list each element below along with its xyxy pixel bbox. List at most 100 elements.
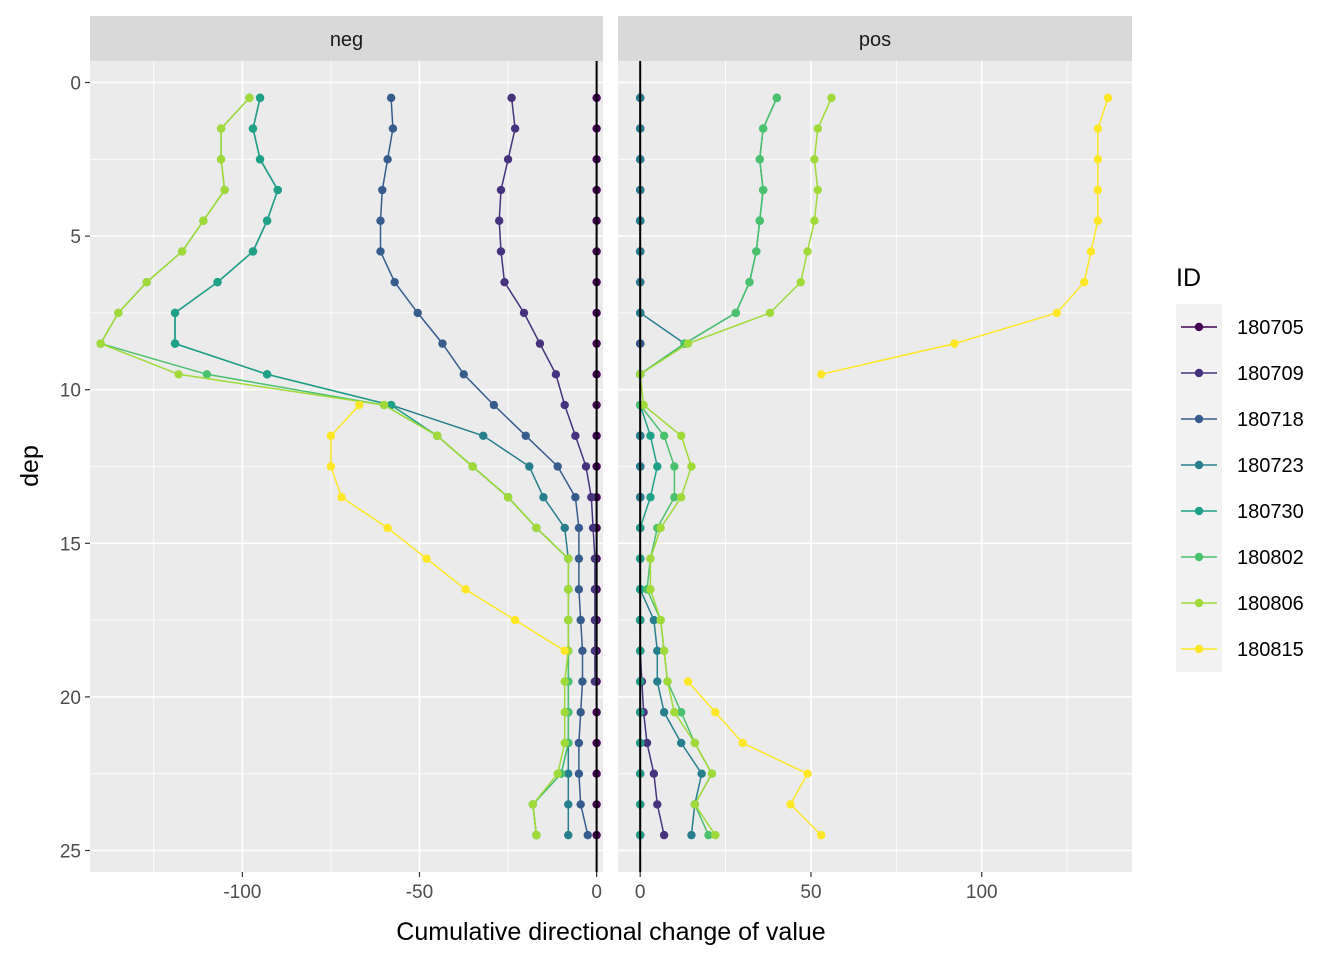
x-tick-label: 50 [800, 882, 821, 903]
data-point-180723 [697, 769, 706, 778]
data-point-180709 [590, 554, 600, 563]
data-point-180815 [422, 554, 431, 563]
data-point-180815 [817, 830, 826, 840]
legend-label-180709: 180709 [1237, 363, 1304, 385]
x-tick-label: 100 [966, 882, 998, 903]
data-point-180709 [571, 431, 580, 440]
data-point-180815 [738, 738, 747, 748]
data-point-180718 [571, 493, 580, 502]
data-point-180718 [390, 277, 399, 287]
data-point-180815 [1079, 277, 1089, 287]
data-point-180723 [564, 830, 573, 840]
data-point-180815 [1052, 308, 1062, 318]
data-point-180806 [177, 247, 187, 256]
legend-key-point-180705 [1194, 322, 1204, 332]
data-point-180806 [683, 339, 693, 348]
data-point-180723 [687, 830, 696, 840]
panel-neg-marks [96, 61, 601, 872]
data-point-180718 [574, 523, 584, 533]
y-tick-label: 25 [60, 841, 81, 862]
data-point-180806 [659, 646, 669, 656]
data-point-180815 [461, 585, 470, 594]
legend-key-point-180723 [1194, 460, 1204, 470]
data-point-180730 [646, 493, 655, 502]
data-point-180718 [576, 708, 585, 717]
data-point-180723 [659, 708, 669, 717]
legend-title: ID [1176, 264, 1201, 292]
data-point-180815 [326, 462, 336, 471]
legend-key-point-180709 [1194, 368, 1204, 378]
data-point-180718 [576, 615, 585, 625]
data-point-180709 [510, 124, 520, 133]
data-point-180806 [560, 738, 569, 748]
data-point-180806 [676, 431, 686, 440]
data-point-180709 [642, 738, 652, 748]
series-line-180815 [821, 97, 1109, 376]
data-point-180815 [1093, 155, 1103, 164]
data-point-180802 [755, 216, 764, 225]
data-point-180718 [383, 155, 392, 164]
y-tick-label: 20 [60, 688, 81, 709]
legend-label-180815: 180815 [1237, 639, 1304, 661]
data-point-180802 [731, 308, 741, 318]
data-point-180806 [690, 738, 700, 748]
data-point-180709 [649, 769, 659, 778]
data-point-180815 [1103, 93, 1113, 103]
legend-label-180723: 180723 [1237, 455, 1304, 477]
data-point-180815 [337, 493, 346, 502]
data-point-180806 [810, 155, 819, 164]
data-point-180806 [564, 554, 573, 563]
data-point-180802 [670, 493, 679, 502]
y-tick-label: 5 [70, 227, 81, 248]
data-point-180806 [432, 431, 442, 440]
data-point-180806 [646, 585, 655, 594]
data-point-180806 [646, 554, 655, 563]
data-point-180806 [553, 769, 562, 778]
data-point-180718 [578, 646, 587, 656]
data-point-180718 [376, 247, 385, 256]
x-tick-label: 0 [635, 882, 646, 903]
data-point-180730 [255, 155, 265, 164]
data-point-180709 [590, 615, 600, 625]
data-point-180806 [379, 400, 389, 410]
data-point-180730 [273, 185, 282, 195]
legend-key-point-180730 [1194, 506, 1204, 516]
data-point-180730 [262, 370, 272, 379]
data-point-180709 [519, 308, 529, 318]
data-point-180806 [560, 708, 569, 717]
data-point-180723 [539, 493, 548, 502]
data-point-180802 [676, 708, 686, 717]
data-point-180709 [496, 247, 506, 256]
data-point-180815 [355, 400, 364, 410]
panel-pos-grid [618, 61, 1132, 872]
data-point-180806 [564, 615, 573, 625]
data-point-180723 [676, 738, 686, 748]
data-point-180806 [532, 523, 541, 533]
data-point-180815 [950, 339, 959, 348]
data-point-180806 [174, 370, 183, 379]
data-point-180806 [220, 185, 229, 195]
data-point-180709 [588, 523, 598, 533]
data-point-180802 [755, 155, 764, 164]
data-point-180815 [1093, 124, 1103, 133]
data-point-180730 [248, 247, 258, 256]
data-point-180806 [813, 185, 822, 195]
data-point-180730 [262, 216, 272, 225]
data-point-180806 [503, 493, 513, 502]
data-point-180806 [560, 677, 569, 686]
data-point-180718 [574, 769, 584, 778]
data-point-180718 [378, 185, 387, 195]
y-tick-label: 15 [60, 534, 81, 555]
strip-pos-label: pos [859, 29, 891, 51]
data-point-180806 [687, 462, 696, 471]
data-point-180806 [639, 400, 648, 410]
data-point-180718 [576, 800, 585, 809]
data-point-180709 [507, 93, 516, 103]
data-point-180709 [496, 185, 506, 195]
data-point-180730 [646, 431, 655, 440]
data-point-180718 [583, 830, 592, 840]
series-line-180709 [498, 97, 596, 682]
data-point-180709 [653, 800, 662, 809]
data-point-180718 [574, 585, 584, 594]
